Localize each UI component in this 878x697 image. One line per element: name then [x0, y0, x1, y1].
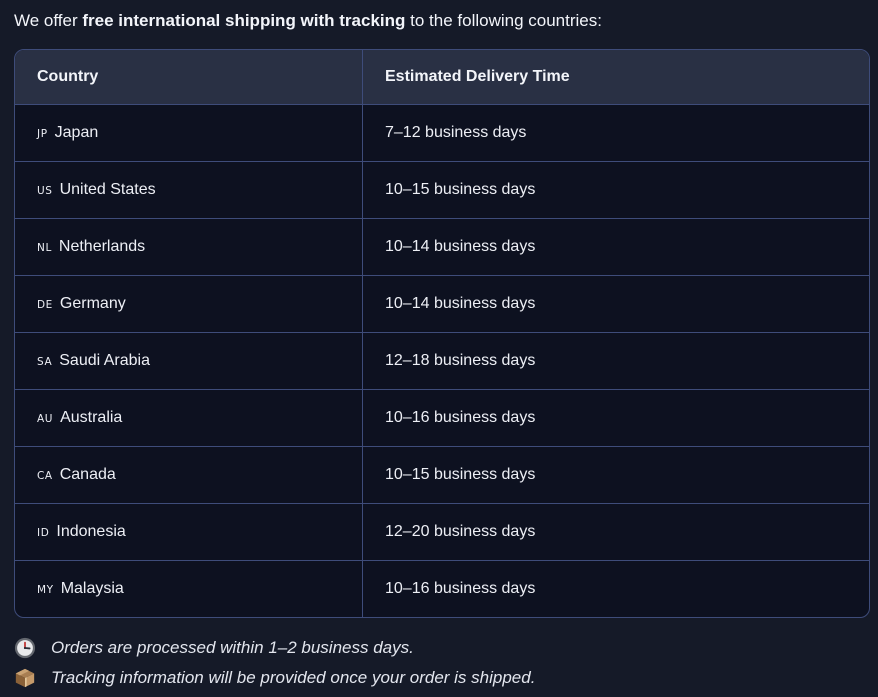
- country-name: Malaysia: [61, 580, 124, 598]
- delivery-time: 10–16 business days: [363, 561, 869, 617]
- country-flag-code: AU: [37, 413, 53, 425]
- delivery-time: 10–15 business days: [363, 162, 869, 218]
- country-flag-code: DE: [37, 299, 53, 311]
- country-cell: DE Germany: [15, 276, 363, 332]
- country-name: Saudi Arabia: [59, 352, 150, 370]
- table-header-row: Country Estimated Delivery Time: [15, 50, 869, 104]
- country-name: Germany: [60, 295, 126, 313]
- shipping-table: Country Estimated Delivery Time JP Japan…: [14, 49, 870, 618]
- country-name: United States: [60, 181, 156, 199]
- country-flag-code: JP: [37, 128, 48, 140]
- country-flag-code: SA: [37, 356, 52, 368]
- table-row: AU Australia 10–16 business days: [15, 389, 869, 446]
- table-row: MY Malaysia 10–16 business days: [15, 560, 869, 617]
- country-cell: CA Canada: [15, 447, 363, 503]
- intro-prefix: We offer: [14, 11, 82, 30]
- delivery-time: 10–15 business days: [363, 447, 869, 503]
- delivery-time: 12–18 business days: [363, 333, 869, 389]
- page-title: We offer free international shipping wit…: [14, 9, 870, 32]
- table-row: DE Germany 10–14 business days: [15, 275, 869, 332]
- header-cell-delivery: Estimated Delivery Time: [363, 50, 869, 104]
- notes: Orders are processed within 1–2 business…: [14, 633, 870, 693]
- country-name: Canada: [60, 466, 116, 484]
- country-cell: AU Australia: [15, 390, 363, 446]
- country-flag-code: CA: [37, 470, 53, 482]
- country-flag-code: NL: [37, 242, 52, 254]
- delivery-time: 12–20 business days: [363, 504, 869, 560]
- country-name: Japan: [55, 124, 99, 142]
- country-name: Indonesia: [56, 523, 125, 541]
- table-row: CA Canada 10–15 business days: [15, 446, 869, 503]
- country-cell: NL Netherlands: [15, 219, 363, 275]
- note-text: Tracking information will be provided on…: [51, 668, 535, 688]
- table-row: NL Netherlands 10–14 business days: [15, 218, 869, 275]
- delivery-time: 10–14 business days: [363, 219, 869, 275]
- country-cell: JP Japan: [15, 105, 363, 161]
- header-cell-country: Country: [15, 50, 363, 104]
- delivery-time: 7–12 business days: [363, 105, 869, 161]
- note-text: Orders are processed within 1–2 business…: [51, 638, 414, 658]
- delivery-time: 10–16 business days: [363, 390, 869, 446]
- table-row: SA Saudi Arabia 12–18 business days: [15, 332, 869, 389]
- table-row: JP Japan 7–12 business days: [15, 104, 869, 161]
- table-row: US United States 10–15 business days: [15, 161, 869, 218]
- delivery-time: 10–14 business days: [363, 276, 869, 332]
- country-flag-code: US: [37, 185, 53, 197]
- country-cell: ID Indonesia: [15, 504, 363, 560]
- note-item: Tracking information will be provided on…: [14, 663, 870, 693]
- country-flag-code: MY: [37, 584, 54, 596]
- clock-icon: [14, 637, 36, 659]
- country-name: Australia: [60, 409, 122, 427]
- country-flag-code: ID: [37, 527, 49, 539]
- table-row: ID Indonesia 12–20 business days: [15, 503, 869, 560]
- country-cell: MY Malaysia: [15, 561, 363, 617]
- country-cell: SA Saudi Arabia: [15, 333, 363, 389]
- note-item: Orders are processed within 1–2 business…: [14, 633, 870, 663]
- package-icon: [14, 667, 36, 689]
- country-name: Netherlands: [59, 238, 145, 256]
- country-cell: US United States: [15, 162, 363, 218]
- table-body: JP Japan 7–12 business days US United St…: [15, 104, 869, 617]
- intro-suffix: to the following countries:: [405, 11, 602, 30]
- intro-bold-phrase: free international shipping with trackin…: [82, 11, 405, 30]
